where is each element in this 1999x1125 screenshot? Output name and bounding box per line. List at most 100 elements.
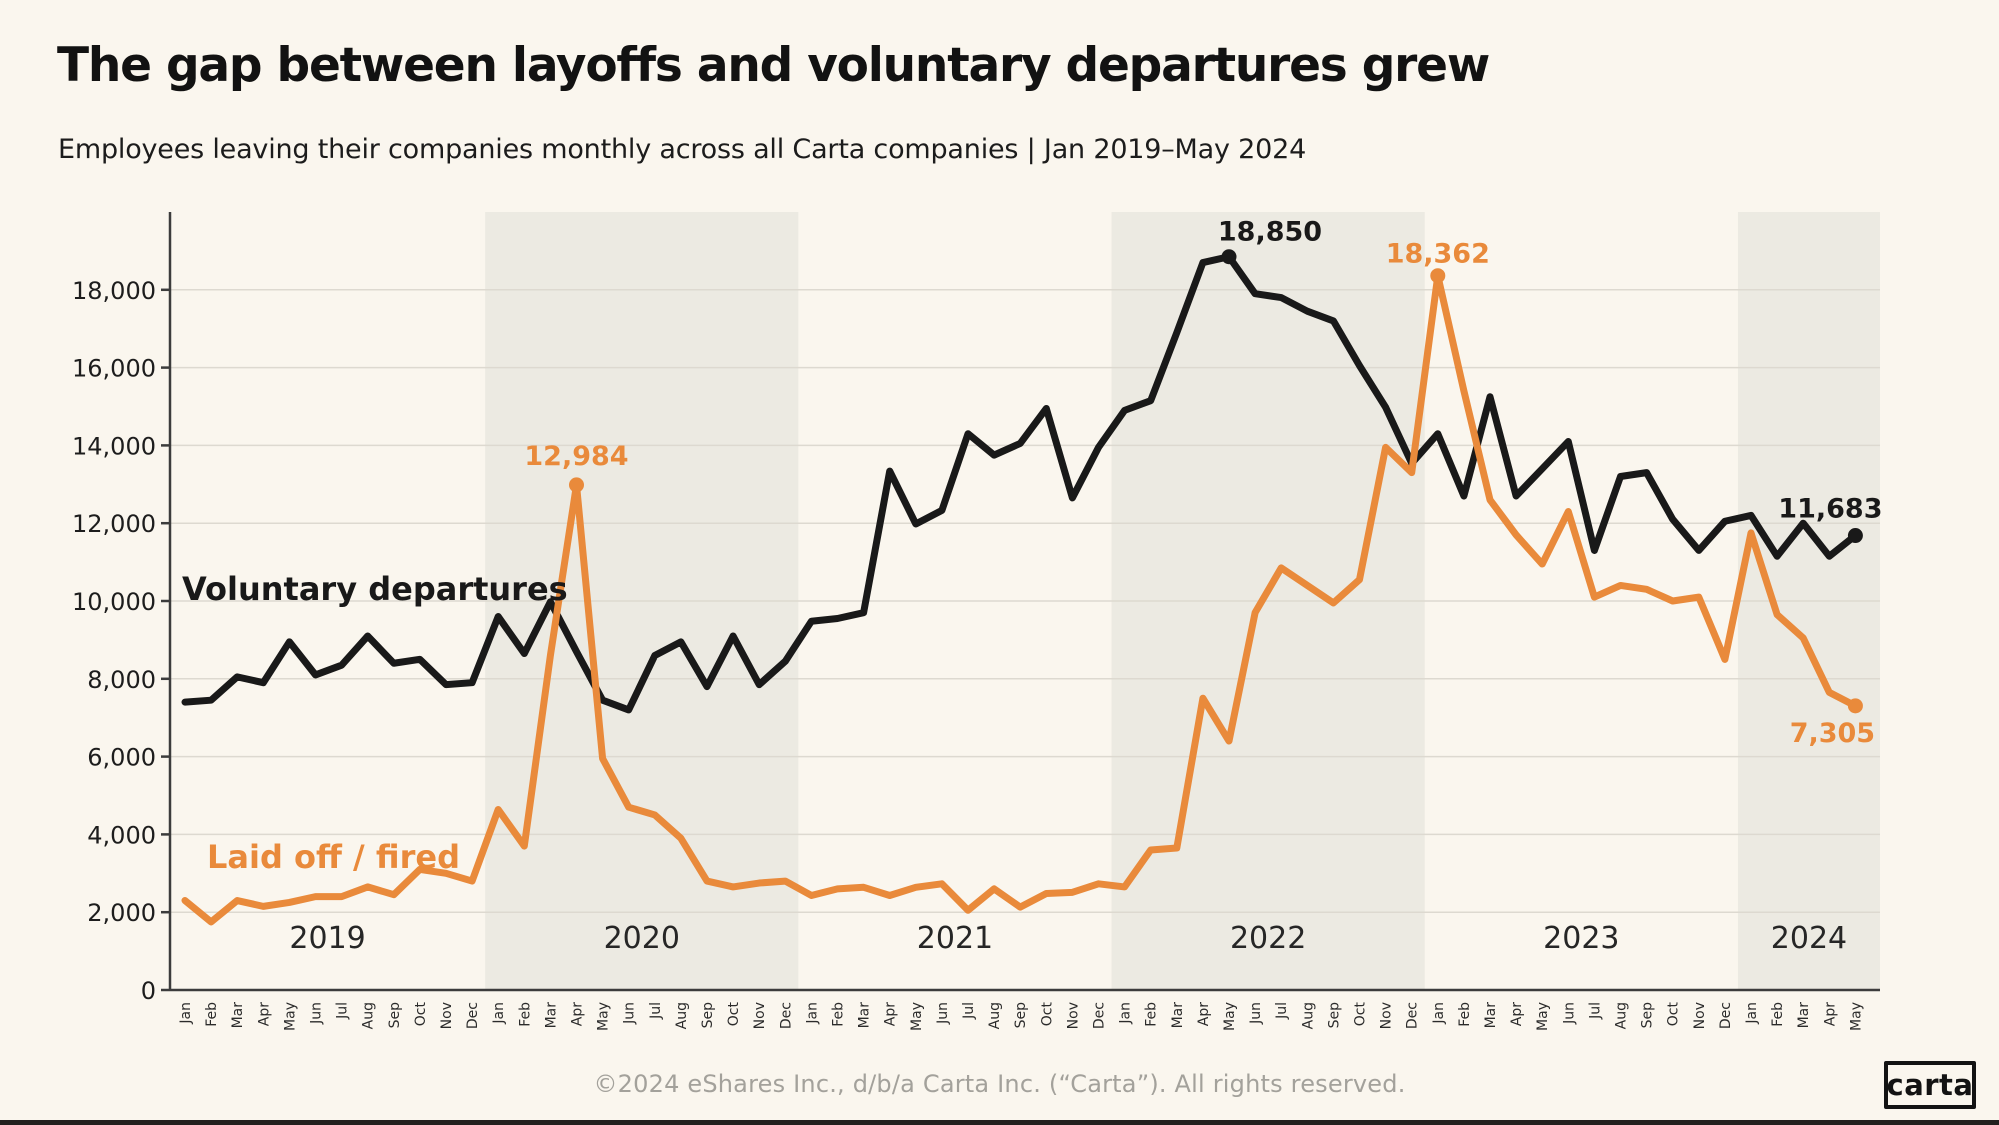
month-label: Apr [1196, 1002, 1212, 1026]
month-label: Jun [1248, 1002, 1264, 1025]
chart-title: The gap between layoffs and voluntary de… [57, 38, 1490, 93]
month-label: May [909, 1002, 925, 1031]
month-label: Jul [648, 1002, 664, 1020]
month-label: Jun [309, 1002, 325, 1025]
month-label: Feb [204, 1002, 220, 1027]
y-tick-label: 16,000 [72, 355, 156, 383]
month-label: Sep [700, 1002, 716, 1029]
value-annotation-18,850: 18,850 [1218, 217, 1322, 248]
bottom-edge-divider [0, 1120, 1999, 1125]
month-label: Apr [883, 1002, 899, 1026]
month-label: Oct [413, 1002, 429, 1027]
data-point-dot-12,984 [569, 477, 584, 493]
y-tick-label: 8,000 [87, 666, 156, 694]
month-label: Jul [335, 1002, 351, 1020]
month-label: May [596, 1002, 612, 1031]
y-tick-label: 12,000 [72, 510, 156, 538]
data-point-dot-18,850 [1221, 249, 1237, 265]
month-label: Sep [1640, 1002, 1656, 1029]
month-label: Feb [831, 1002, 847, 1027]
y-tick-label: 14,000 [72, 432, 156, 460]
month-label: Nov [1065, 1002, 1081, 1029]
y-tick-label: 10,000 [72, 588, 156, 616]
month-label: Nov [439, 1002, 455, 1029]
copyright-text: ©2024 eShares Inc., d/b/a Carta Inc. (“C… [593, 1070, 1406, 1098]
month-label: Jun [935, 1002, 951, 1025]
chart-subtitle: Employees leaving their companies monthl… [58, 134, 1307, 165]
year-label-2022: 2022 [1230, 921, 1306, 956]
value-annotation-7,305: 7,305 [1790, 718, 1875, 749]
month-label: Jun [1561, 1002, 1577, 1025]
value-annotation-18,362: 18,362 [1386, 239, 1490, 270]
month-label: Sep [387, 1002, 403, 1029]
series-label-voluntary-departures: Voluntary departures [182, 570, 568, 608]
month-label: Apr [1822, 1002, 1838, 1026]
data-point-dot-18,362 [1430, 268, 1446, 284]
month-label: May [282, 1002, 298, 1031]
month-label: Mar [1796, 1002, 1812, 1029]
year-label-2021: 2021 [917, 921, 993, 956]
y-tick-label: 0 [141, 977, 156, 1005]
year-label-2023: 2023 [1543, 921, 1619, 956]
month-label: Jan [804, 1002, 820, 1025]
month-label: Feb [517, 1002, 533, 1027]
series-label-laid-off-fired: Laid off / fired [207, 838, 460, 876]
month-label: Mar [857, 1002, 873, 1029]
month-label: Feb [1770, 1002, 1786, 1027]
carta-logo: carta [1884, 1061, 1976, 1109]
month-label: Jan [491, 1002, 507, 1025]
month-label: Nov [1379, 1002, 1395, 1029]
month-label: Nov [752, 1002, 768, 1029]
month-label: Sep [1013, 1002, 1029, 1029]
month-label: Aug [987, 1002, 1003, 1029]
data-point-dot-7,305 [1847, 698, 1863, 714]
month-label: Dec [1718, 1002, 1734, 1029]
month-label: Nov [1692, 1002, 1708, 1029]
month-label: Sep [1326, 1002, 1342, 1029]
year-label-2024: 2024 [1771, 921, 1847, 956]
month-label: Dec [1092, 1002, 1108, 1029]
month-label: Apr [256, 1002, 272, 1026]
month-label: Oct [726, 1002, 742, 1027]
month-label: Feb [1144, 1002, 1160, 1027]
month-label: Jan [178, 1002, 194, 1025]
month-label: Dec [778, 1002, 794, 1029]
line-laid-off-fired [181, 272, 1859, 926]
y-tick-label: 4,000 [87, 821, 156, 849]
month-label: Oct [1039, 1002, 1055, 1027]
value-annotation-11,683: 11,683 [1778, 494, 1882, 525]
line-voluntary-departures [181, 253, 1859, 714]
month-label: Aug [674, 1002, 690, 1029]
month-label: Aug [1614, 1002, 1630, 1029]
month-label: Aug [361, 1002, 377, 1029]
month-label: Dec [1405, 1002, 1421, 1029]
month-label: Jul [1274, 1002, 1290, 1020]
y-tick-label: 18,000 [72, 277, 156, 305]
month-label: Mar [1170, 1002, 1186, 1029]
month-label: Oct [1666, 1002, 1682, 1027]
month-label: May [1535, 1002, 1551, 1031]
month-label: May [1848, 1002, 1864, 1031]
year-label-2019: 2019 [289, 921, 365, 956]
carta-logo-text: carta [1886, 1067, 1974, 1102]
value-annotation-12,984: 12,984 [524, 441, 628, 472]
month-label: Mar [543, 1002, 559, 1029]
month-label: Apr [570, 1002, 586, 1026]
month-label: Jun [622, 1002, 638, 1025]
month-label: Feb [1457, 1002, 1473, 1027]
month-label: Jan [1118, 1002, 1134, 1025]
month-label: Jul [1587, 1002, 1603, 1020]
y-tick-label: 6,000 [87, 744, 156, 772]
month-label: Oct [1353, 1002, 1369, 1027]
month-label: Jul [961, 1002, 977, 1020]
month-label: Apr [1509, 1002, 1525, 1026]
data-point-dot-11,683 [1847, 528, 1863, 544]
month-label: Dec [465, 1002, 481, 1029]
month-label: Mar [1483, 1002, 1499, 1029]
month-label: Jan [1431, 1002, 1447, 1025]
month-label: May [1222, 1002, 1238, 1031]
month-label: Jan [1744, 1002, 1760, 1025]
month-label: Aug [1300, 1002, 1316, 1029]
